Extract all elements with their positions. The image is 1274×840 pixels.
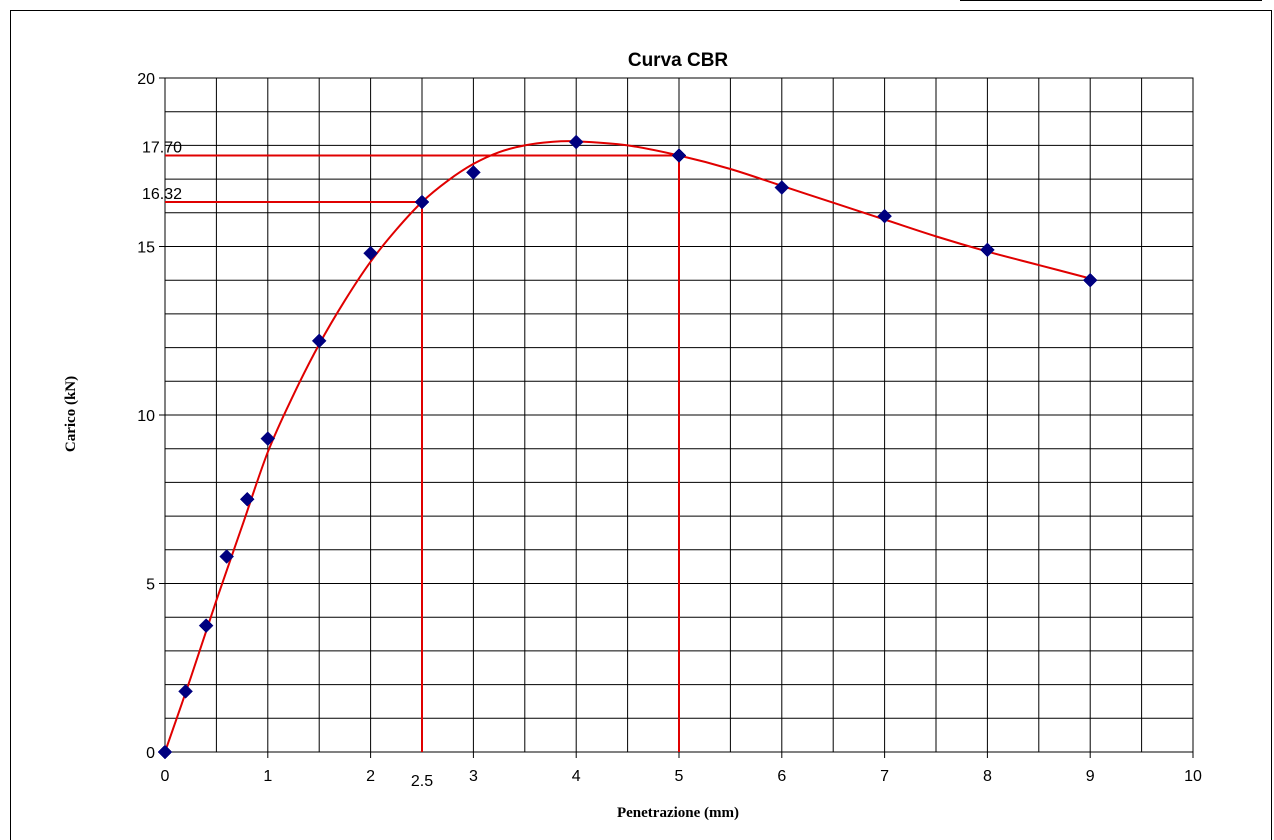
- data-point: [239, 491, 255, 507]
- x-tick-label: 7: [880, 768, 889, 785]
- header-rule: [960, 0, 1262, 1]
- data-point: [311, 333, 327, 349]
- data-point: [568, 134, 584, 150]
- data-point: [1082, 272, 1098, 288]
- data-point: [671, 148, 687, 163]
- data-point: [178, 683, 193, 699]
- data-point: [980, 242, 995, 258]
- chart-frame: [10, 10, 1272, 840]
- x-tick-label: 10: [1184, 768, 1202, 785]
- annotation-y-label: 17.70: [142, 140, 182, 157]
- axis-ticks: [159, 77, 1194, 758]
- chart-title: Curva CBR: [628, 50, 729, 71]
- y-tick-label: 0: [146, 745, 155, 762]
- x-tick-label: 4: [572, 768, 581, 785]
- x-tick-label: 2: [366, 768, 375, 785]
- trend-curve: [164, 140, 1091, 753]
- y-tick-label: 10: [137, 408, 155, 425]
- annotation-y-label: 16.32: [142, 186, 182, 203]
- x-tick-label: 8: [983, 768, 992, 785]
- data-point: [466, 165, 481, 180]
- data-point: [157, 744, 173, 760]
- x-tick-label: 1: [263, 768, 272, 785]
- x-tick-label: 5: [675, 768, 684, 785]
- annotation-labels: 16.32 2.5 17.70: [142, 140, 433, 790]
- x-tick-label: 3: [469, 768, 478, 785]
- x-tick-label: 0: [161, 768, 170, 785]
- data-points: [157, 134, 1098, 760]
- reference-lines: [165, 154, 680, 752]
- x-tick-label: 6: [777, 768, 786, 785]
- data-point: [877, 208, 892, 224]
- x-axis-title: Penetrazione (mm): [617, 805, 739, 821]
- data-point: [219, 549, 235, 564]
- data-point: [363, 245, 378, 261]
- x-tick-label: 9: [1086, 768, 1095, 785]
- y-tick-label: 20: [137, 71, 155, 88]
- y-tick-labels: 0 5 10 15 20: [137, 71, 155, 762]
- annotation-x-label: 2.5: [411, 773, 433, 790]
- data-point: [414, 194, 430, 210]
- x-tick-labels: 0 1 2 3 4 5 6 7 8 9 10: [161, 768, 1202, 785]
- data-point: [198, 618, 214, 633]
- y-tick-label: 15: [137, 240, 155, 257]
- data-point: [774, 180, 790, 195]
- y-axis-title: Carico (kN): [63, 376, 79, 452]
- data-point: [260, 431, 276, 446]
- y-tick-label: 5: [146, 577, 155, 594]
